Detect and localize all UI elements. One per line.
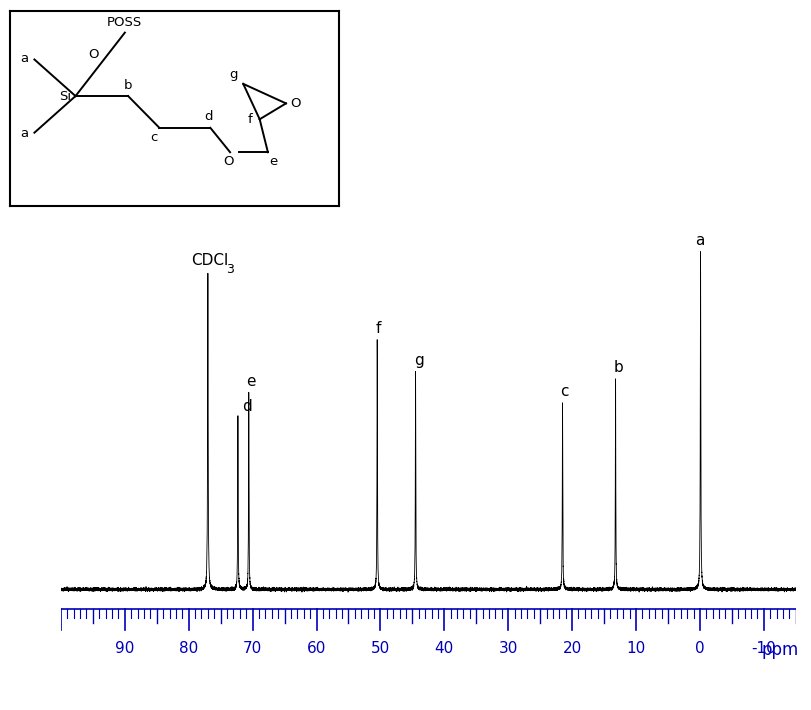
- Text: O: O: [290, 97, 300, 110]
- Text: O: O: [88, 48, 98, 60]
- Text: g: g: [413, 353, 423, 368]
- Text: CDCl: CDCl: [191, 253, 228, 268]
- Text: 0: 0: [694, 640, 704, 656]
- Text: Si: Si: [59, 89, 71, 102]
- Text: 50: 50: [371, 640, 389, 656]
- Text: 90: 90: [115, 640, 135, 656]
- Text: c: c: [150, 131, 157, 144]
- Text: d: d: [204, 111, 212, 124]
- Text: 20: 20: [562, 640, 581, 656]
- Text: a: a: [20, 127, 28, 141]
- Text: 80: 80: [179, 640, 198, 656]
- Text: f: f: [247, 113, 252, 126]
- Text: d: d: [242, 398, 251, 413]
- Text: b: b: [613, 360, 623, 375]
- Text: a: a: [694, 234, 704, 248]
- Text: 10: 10: [625, 640, 645, 656]
- Text: g: g: [229, 68, 237, 82]
- Text: -10: -10: [750, 640, 775, 656]
- Text: 3: 3: [226, 263, 234, 276]
- Text: 40: 40: [434, 640, 453, 656]
- Text: e: e: [269, 155, 277, 168]
- Text: e: e: [246, 374, 255, 389]
- Text: O: O: [223, 155, 234, 168]
- Text: ppm: ppm: [761, 640, 798, 659]
- Text: a: a: [20, 52, 28, 65]
- Text: f: f: [375, 321, 380, 336]
- Text: 30: 30: [498, 640, 517, 656]
- Text: c: c: [560, 385, 569, 400]
- Text: b: b: [124, 79, 132, 92]
- Text: POSS: POSS: [107, 16, 142, 29]
- Text: 60: 60: [307, 640, 326, 656]
- Text: 70: 70: [242, 640, 262, 656]
